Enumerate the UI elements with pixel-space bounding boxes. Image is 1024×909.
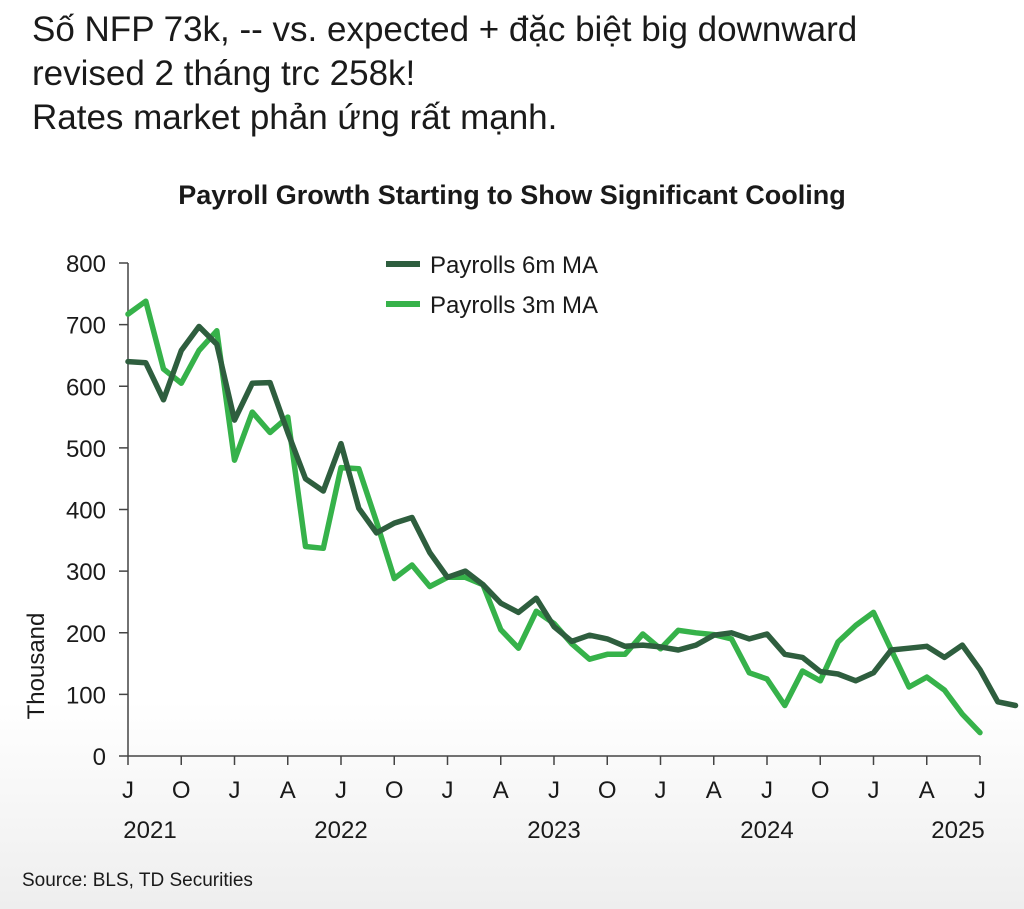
post-line-3: Rates market phản ứng rất mạnh. xyxy=(32,98,558,137)
x-tick-label: J xyxy=(655,777,667,804)
post-line-1: Số NFP 73k, -- vs. expected + đặc biệt b… xyxy=(32,10,858,49)
y-axis: 0 100 200 300 400 500 600 700 800 xyxy=(66,251,129,771)
x-tick-label: J xyxy=(868,777,880,804)
x-tick-label: J xyxy=(335,777,347,804)
y-tick-label: 800 xyxy=(66,251,106,278)
y-tick-label: 100 xyxy=(66,682,106,709)
chart-title: Payroll Growth Starting to Show Signific… xyxy=(178,180,846,210)
x-tick-label: J xyxy=(761,777,773,804)
chart-source: Source: BLS, TD Securities xyxy=(22,870,253,891)
legend-label: Payrolls 6m MA xyxy=(430,252,598,279)
payroll-chart: Payroll Growth Starting to Show Signific… xyxy=(22,180,1019,891)
x-axis: J O J A J O J A J O J A J O J A J 2021 2022 2023 2024 2025 xyxy=(122,755,986,844)
y-axis-title: Thousand xyxy=(23,613,50,720)
y-tick-label: 600 xyxy=(66,374,106,401)
y-tick-label: 700 xyxy=(66,313,106,340)
post-text: Số NFP 73k, -- vs. expected + đặc biệt b… xyxy=(32,8,1012,140)
series-line-payrolls-3m-ma xyxy=(125,298,983,736)
x-tick-label: O xyxy=(385,777,404,804)
y-tick-label: 300 xyxy=(66,559,106,586)
legend: Payrolls 6m MA Payrolls 3m MA xyxy=(386,252,598,319)
x-year-label: 2021 xyxy=(123,817,176,844)
x-tick-label: J xyxy=(974,777,986,804)
x-tick-label: O xyxy=(598,777,617,804)
x-tick-label: A xyxy=(919,777,935,804)
y-tick-label: 0 xyxy=(93,744,106,771)
y-tick-label: 400 xyxy=(66,498,106,525)
x-year-label: 2025 xyxy=(931,817,984,844)
legend-label: Payrolls 3m MA xyxy=(430,292,598,319)
y-tick-label: 500 xyxy=(66,436,106,463)
x-tick-label: J xyxy=(442,777,454,804)
x-tick-label: A xyxy=(706,777,722,804)
x-tick-label: J xyxy=(229,777,241,804)
x-year-label: 2023 xyxy=(527,817,580,844)
x-tick-label: A xyxy=(280,777,296,804)
x-tick-label: O xyxy=(172,777,191,804)
x-tick-label: J xyxy=(548,777,560,804)
x-year-label: 2022 xyxy=(314,817,367,844)
x-tick-label: O xyxy=(811,777,830,804)
y-tick-label: 200 xyxy=(66,621,106,648)
x-tick-label: J xyxy=(122,777,134,804)
x-tick-label: A xyxy=(493,777,509,804)
x-year-label: 2024 xyxy=(740,817,793,844)
post-line-2: revised 2 tháng trc 258k! xyxy=(32,54,416,93)
series-line-payrolls-6m-ma xyxy=(125,323,1019,709)
chart-image: Payroll Growth Starting to Show Signific… xyxy=(0,166,1024,909)
series-lines xyxy=(125,298,1019,736)
